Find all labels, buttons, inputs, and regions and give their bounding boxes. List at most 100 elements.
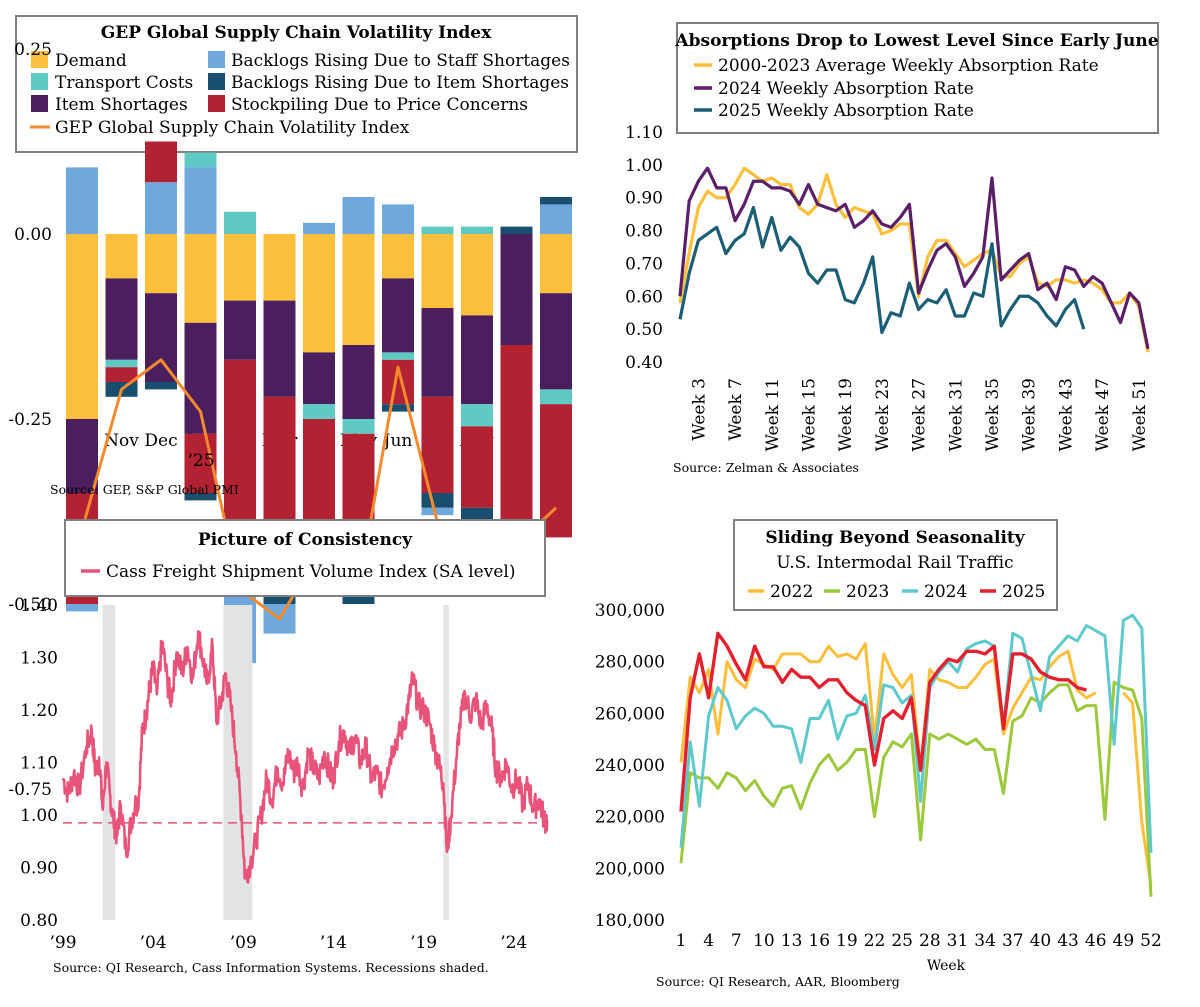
legend-swatch-staff: [208, 51, 225, 68]
gep-bar-segment: [224, 300, 256, 360]
gep-legend: Demand Backlogs Rising Due to Staff Shor…: [30, 51, 570, 138]
absorption-source: Source: Zelman & Associates: [673, 460, 859, 475]
rail-ytick: 280,000: [595, 653, 665, 673]
gep-bar-segment: [540, 293, 572, 390]
legend-label-backlog-items: Backlogs Rising Due to Item Shortages: [231, 73, 569, 93]
cass-xtick: ’19: [410, 933, 437, 953]
gep-bar-segment: [382, 278, 414, 353]
rail-xtick: 4: [703, 931, 714, 951]
gep-bar-segment: [66, 419, 98, 493]
cass-ytick: 1.30: [20, 649, 58, 669]
absorption-ytick: 0.90: [625, 189, 663, 209]
cass-xtick: ’99: [49, 933, 76, 953]
absorption-series-2024: [678, 166, 1150, 350]
absorption-xtick: Week 35: [983, 378, 1003, 452]
gep-legend-box: [15, 15, 578, 153]
rail-ytick: 240,000: [595, 756, 665, 776]
gep-bar-segment: [382, 204, 414, 234]
absorption-ytick: 0.70: [625, 254, 663, 274]
absorption-chart-title: Absorptions Drop to Lowest Level Since E…: [674, 31, 1158, 51]
gep-bar-segment: [342, 234, 375, 345]
gep-bar-segment: [461, 234, 493, 316]
gep-ytick: -0.75: [8, 780, 52, 800]
cass-recession-band: [443, 605, 449, 920]
gep-bar-segment: [303, 222, 335, 234]
gep-bar-segment: [461, 315, 493, 405]
rail-series-2024: [679, 613, 1153, 853]
gep-bar-segment: [421, 234, 454, 308]
absorption-xtick: Week 3: [689, 378, 709, 441]
rail-ytick: 260,000: [595, 704, 665, 724]
legend-label-item-shortages: Item Shortages: [55, 95, 188, 115]
gep-bar-segment: [105, 359, 138, 368]
cass-line: [61, 629, 549, 884]
cass-xtick: ’09: [230, 933, 257, 953]
absorption-ytick: 1.10: [625, 123, 663, 143]
legend-label-rail-2024: 2024: [924, 582, 967, 602]
cass-xtick: ’14: [320, 933, 347, 953]
cass-index-polyline: [61, 629, 549, 884]
cass-recession-band: [102, 605, 116, 920]
cass-legend-box: [64, 519, 546, 597]
gep-bar-segment: [145, 182, 177, 234]
gep-bar-segment: [145, 234, 177, 294]
legend-label-2022: 2022: [770, 582, 813, 602]
legend-swatch-stockpiling: [208, 95, 225, 112]
rail-series-2022: [679, 642, 1097, 772]
gep-bar-segment: [105, 367, 138, 382]
gep-bar-segment: [303, 352, 335, 405]
rail-ytick: 220,000: [595, 808, 665, 828]
absorption-xtick: Week 7: [726, 378, 746, 441]
gep-bar-segment: [105, 278, 138, 360]
cass-ytick: 1.40: [20, 596, 58, 616]
absorption-chart-panel: Absorptions Drop to Lowest Level Since E…: [625, 22, 1159, 475]
legend-label-rail-2025: 2025: [1002, 582, 1045, 602]
rail-xtick: 43: [1057, 931, 1079, 951]
legend-label-transport: Transport Costs: [55, 73, 193, 93]
absorption-xtick: Week 31: [946, 378, 966, 452]
rail-xtick: 31: [947, 931, 969, 951]
rail-series-2023: [679, 680, 1153, 897]
legend-label-cass: Cass Freight Shipment Volume Index (SA l…: [106, 562, 515, 582]
rail-xtick: 7: [731, 931, 742, 951]
gep-bar-segment: [421, 507, 454, 516]
absorption-ytick: 0.80: [625, 222, 663, 242]
rail-axes: 300,000 280,000 260,000 240,000 220,000 200,0…: [595, 601, 1162, 951]
rail-xtick: 13: [781, 931, 803, 951]
gep-bar-segment: [66, 604, 98, 612]
gep-bar-segment: [461, 404, 493, 427]
gep-ytick: -0.25: [8, 410, 52, 430]
gep-bar-segment: [540, 234, 572, 294]
cass-chart-title: Picture of Consistency: [198, 530, 413, 550]
gep-bar-segment: [263, 300, 296, 397]
gep-bar-segment: [421, 493, 454, 508]
gep-xtick: Nov: [104, 431, 139, 451]
legend-swatch-transport: [31, 73, 48, 90]
absorption-series-2025: [678, 205, 1086, 335]
gep-bar-segment: [145, 382, 177, 390]
absorption-ytick: 0.40: [625, 353, 663, 373]
absorption-xtick: Week 19: [836, 378, 856, 452]
absorption-xtick: Week 27: [910, 378, 930, 452]
rail-ytick: 300,000: [595, 601, 665, 621]
legend-label-stockpiling: Stockpiling Due to Price Concerns: [231, 95, 528, 115]
cass-axes: 1.40 1.30 1.20 1.10 1.00 0.90 0.80’99 ’04 ’09 ’14…: [20, 596, 548, 953]
gep-bar-segment: [421, 226, 454, 234]
gep-bar-segment: [461, 226, 493, 234]
rail-xtick: 28: [919, 931, 941, 951]
gep-bar-segment: [184, 152, 217, 168]
legend-label-2024: 2024 Weekly Absorption Rate: [718, 79, 974, 99]
gep-bar-segment: [540, 204, 572, 234]
gep-bar-segment: [303, 404, 335, 419]
gep-bar-segment: [224, 211, 256, 234]
cass-xtick: ’04: [140, 933, 167, 953]
gep-bar-segment: [500, 234, 533, 345]
absorption-axes: 1.10 1.00 0.90 0.80 0.70 0.60 0.50 0.40 Week 3 We…: [625, 123, 1150, 452]
rail-series-2025: [679, 631, 1087, 812]
cass-ytick: 1.00: [20, 806, 58, 826]
absorption-xtick: Week 39: [1020, 378, 1040, 452]
rail-ytick: 200,000: [595, 859, 665, 879]
legend-label-avg: 2000-2023 Average Weekly Absorption Rate: [718, 56, 1099, 76]
cass-source: Source: QI Research, Cass Information Sy…: [53, 960, 489, 975]
rail-chart-subtitle: U.S. Intermodal Rail Traffic: [776, 553, 1013, 573]
